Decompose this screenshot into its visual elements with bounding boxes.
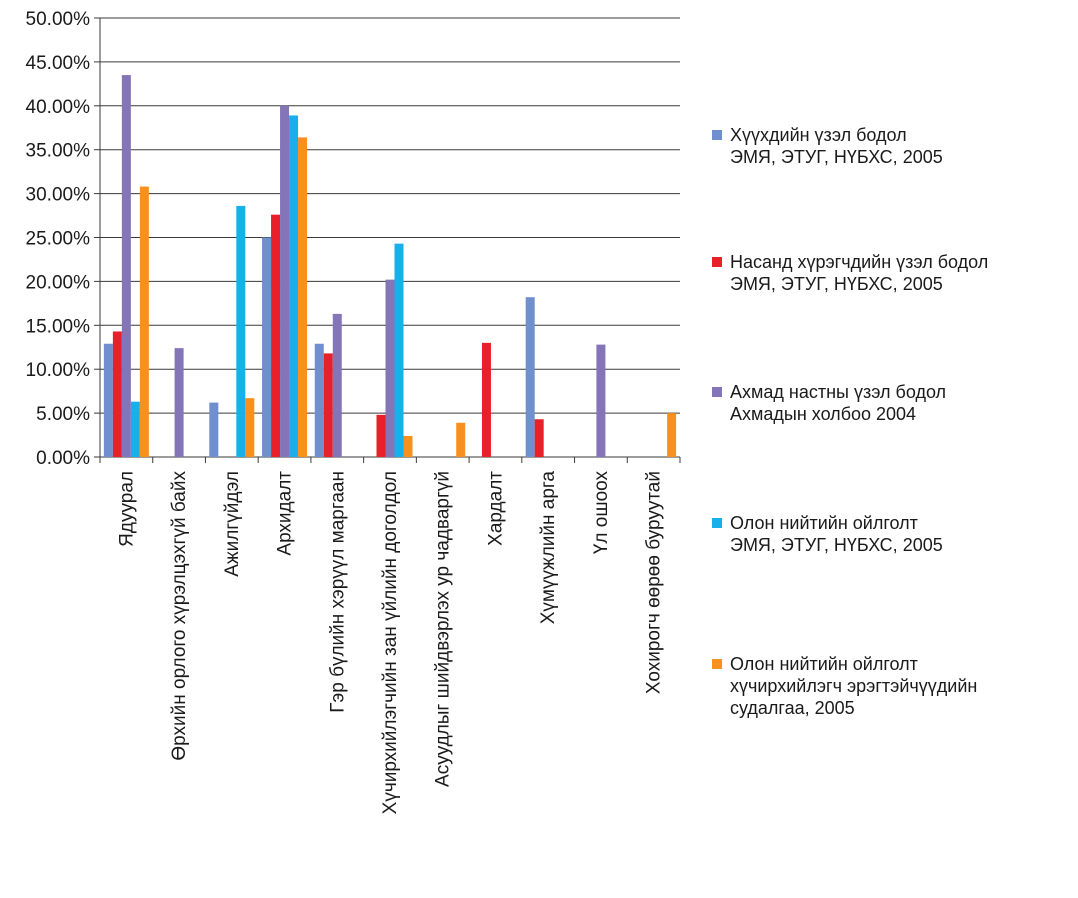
legend-label-line: ЭМЯ, ЭТУГ, НҮБХС, 2005 bbox=[730, 274, 943, 294]
legend-label: Насанд хүрэгчдийн үзэл бодол ЭМЯ, ЭТУГ, Н… bbox=[730, 251, 988, 295]
legend-swatch bbox=[712, 518, 722, 528]
bar bbox=[280, 105, 290, 458]
bar bbox=[121, 75, 131, 457]
bar bbox=[174, 348, 184, 457]
legend-swatch bbox=[712, 659, 722, 669]
y-tick-label: 35.00% bbox=[26, 141, 91, 162]
legend-label: Олон нийтийн ойлголт хүчирхийлэгч эрэгтэй… bbox=[730, 653, 977, 719]
legend-swatch bbox=[712, 257, 722, 267]
x-tick-label: Ажилгүйдэл bbox=[222, 471, 243, 577]
x-tick-label: Ядуурал bbox=[116, 471, 137, 547]
y-tick-label: 5.00% bbox=[36, 404, 90, 425]
bar bbox=[456, 422, 466, 457]
legend-item: Хүүхдийн үзэл бодол ЭМЯ, ЭТУГ, НҮБХС, 200… bbox=[712, 124, 943, 168]
bar bbox=[385, 279, 395, 457]
x-tick-label: Хүмүүжлийн арга bbox=[538, 471, 559, 625]
bar bbox=[525, 297, 535, 457]
legend-label: Ахмад настны үзэл бодол Ахмадын холбоо 20… bbox=[730, 381, 946, 425]
legend-label-line: Ахмадын холбоо 2004 bbox=[730, 404, 917, 424]
y-tick-label: 50.00% bbox=[26, 9, 91, 30]
bar bbox=[596, 344, 606, 457]
y-tick-label: 0.00% bbox=[36, 448, 90, 469]
bar bbox=[534, 419, 544, 457]
x-tick-label: Асуудлыг шийдвэрлэх ур чадваргүй bbox=[433, 471, 454, 787]
x-tick-label: Үл ошоох bbox=[591, 471, 612, 555]
bar bbox=[209, 402, 219, 457]
bar bbox=[323, 353, 333, 457]
legend-label-line: Насанд хүрэгчдийн үзэл бодол bbox=[730, 252, 989, 272]
bar bbox=[262, 237, 272, 457]
bar bbox=[103, 343, 113, 457]
legend-item: Насанд хүрэгчдийн үзэл бодол ЭМЯ, ЭТУГ, Н… bbox=[712, 251, 988, 295]
bar bbox=[403, 435, 413, 457]
bar bbox=[139, 186, 149, 458]
legend-label-line: ЭМЯ, ЭТУГ, НҮБХС, 2005 bbox=[730, 147, 943, 167]
bar bbox=[667, 413, 677, 457]
legend-swatch bbox=[712, 387, 722, 397]
y-tick-label: 40.00% bbox=[26, 97, 91, 118]
legend-item: Ахмад настны үзэл бодол Ахмадын холбоо 20… bbox=[712, 381, 946, 425]
bar bbox=[314, 343, 324, 457]
legend-item: Олон нийтийн ойлголт ЭМЯ, ЭТУГ, НҮБХС, 20… bbox=[712, 512, 943, 556]
bar bbox=[245, 398, 255, 457]
bar bbox=[481, 342, 491, 457]
legend-label-line: Олон нийтийн ойлголт bbox=[730, 513, 918, 533]
legend-label-line: Олон нийтийн ойлголт bbox=[730, 654, 918, 674]
bar bbox=[376, 414, 386, 457]
x-tick-label: Өрхийн орлого хүрэлцэхгүй байх bbox=[169, 471, 190, 761]
y-tick-label: 20.00% bbox=[26, 272, 91, 293]
bar bbox=[236, 205, 246, 457]
legend-label-line: ЭМЯ, ЭТУГ, НҮБХС, 2005 bbox=[730, 535, 943, 555]
y-tick-label: 15.00% bbox=[26, 316, 91, 337]
y-tick-label: 45.00% bbox=[26, 53, 91, 74]
x-tick-label: Хардалт bbox=[485, 471, 506, 546]
bar bbox=[112, 331, 122, 457]
legend-label-line: судалгаа, 2005 bbox=[730, 698, 855, 718]
y-tick-label: 25.00% bbox=[26, 229, 91, 250]
x-tick-label: Хохирогч өөрөө буруутай bbox=[644, 471, 665, 694]
y-tick-label: 10.00% bbox=[26, 360, 91, 381]
legend-label: Олон нийтийн ойлголт ЭМЯ, ЭТУГ, НҮБХС, 20… bbox=[730, 512, 943, 556]
bar bbox=[271, 214, 281, 457]
legend-label-line: Ахмад настны үзэл бодол bbox=[730, 382, 947, 402]
y-tick-label: 30.00% bbox=[26, 185, 91, 206]
legend-label-line: Хүүхдийн үзэл бодол bbox=[730, 125, 907, 145]
bar bbox=[289, 115, 299, 457]
x-tick-label: Архидалт bbox=[275, 471, 296, 556]
x-tick-label: Гэр бүлийн хэрүүл маргаан bbox=[327, 471, 348, 713]
bar bbox=[130, 401, 140, 457]
legend: Хүүхдийн үзэл бодол ЭМЯ, ЭТУГ, НҮБХС, 200… bbox=[712, 0, 1078, 893]
legend-label: Хүүхдийн үзэл бодол ЭМЯ, ЭТУГ, НҮБХС, 200… bbox=[730, 124, 943, 168]
legend-swatch bbox=[712, 130, 722, 140]
x-tick-label: Хүчирхийлэгчийн зан үйлийн доголдол bbox=[380, 471, 401, 814]
legend-item: Олон нийтийн ойлголт хүчирхийлэгч эрэгтэй… bbox=[712, 653, 977, 719]
legend-label-line: хүчирхийлэгч эрэгтэйчүүдийн bbox=[730, 676, 978, 696]
bar bbox=[394, 243, 404, 457]
bar bbox=[298, 137, 308, 457]
bar bbox=[332, 313, 342, 457]
